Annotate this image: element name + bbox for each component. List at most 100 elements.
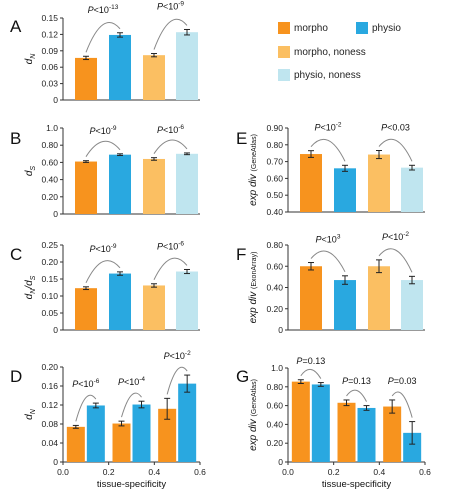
p-value-label: P=0.13 [296, 356, 325, 366]
x-tick-label: 0.2 [328, 467, 340, 477]
y-axis-label: exp div (ExonArray) [248, 252, 259, 324]
panel-letter: A [10, 17, 22, 36]
bar-physio [109, 273, 131, 330]
y-tick-label: 0.20 [266, 438, 283, 448]
p-value-label: P<0.03 [381, 123, 410, 133]
bar-morpho [112, 423, 131, 462]
y-tick-label: 0.20 [41, 257, 58, 267]
y-tick-label: 0.20 [41, 362, 58, 372]
bar-physio [334, 280, 356, 330]
y-tick-label: 0 [53, 457, 58, 467]
significance-bracket [121, 392, 142, 418]
y-tick-label: 0.20 [41, 192, 58, 202]
legend-item-physio: physio [356, 22, 401, 34]
y-tick-label: 0.80 [41, 140, 58, 150]
p-value-label: P<10-9 [89, 125, 116, 136]
legend-swatch-morpho-noness [278, 46, 290, 58]
bar-morpho-noness [368, 266, 390, 330]
y-axis-label: dN [24, 408, 37, 420]
x-tick-label: 0.4 [148, 467, 160, 477]
panel-c: C 0 0.05 0.10 0.15 0.20 0.25 dN/dS P<10-9 P<10-6 [10, 240, 200, 335]
panel-b: B 0 0.20 0.40 0.60 0.80 1.0 dS P<10-9 P<10-6 [10, 123, 200, 219]
significance-bracket [153, 18, 188, 50]
y-tick-label: 0.80 [266, 140, 283, 150]
bar-morpho-noness [143, 55, 165, 100]
y-tick-label: 0.05 [41, 308, 58, 318]
significance-bracket [153, 257, 188, 280]
bar-physio [311, 384, 330, 462]
y-tick-label: 0.50 [266, 190, 283, 200]
bar-physio [403, 432, 422, 462]
legend-swatch-physio [356, 22, 368, 34]
y-tick-label: 0.16 [41, 381, 58, 391]
y-tick-label: 0.40 [41, 175, 58, 185]
y-tick-label: 0.60 [266, 261, 283, 271]
significance-bracket [85, 140, 121, 157]
x-tick-label: 0.4 [373, 467, 385, 477]
y-tick-label: 0.40 [266, 207, 283, 217]
bar-morpho [75, 161, 97, 214]
y-axis-label: exp div (GeneAtlas) [248, 379, 259, 451]
panel-f: F 0 0.20 0.40 0.60 0.80 exp div (ExonArray) P<1… [236, 231, 425, 335]
y-tick-label: 0.04 [41, 438, 58, 448]
panel-a: A 0 0.03 0.06 0.09 0.12 0.15 dN P<10-13 P<10-9 [10, 0, 200, 105]
bar-morpho [300, 154, 322, 212]
bar-physio [334, 168, 356, 212]
bar-morpho [75, 57, 97, 100]
y-tick-label: 0.20 [266, 304, 283, 314]
bar-physio [86, 405, 105, 462]
p-value-label: P<10-9 [157, 0, 184, 11]
y-tick-label: 0.60 [266, 173, 283, 183]
y-tick-label: 0.09 [41, 46, 58, 56]
panel-e: E 0.40 0.50 0.60 0.70 0.80 0.90 exp div (GeneAt… [236, 122, 425, 217]
y-tick-label: 0.06 [41, 62, 58, 72]
y-axis-label: exp div (GeneAtlas) [248, 134, 259, 206]
p-value-label: P=0.13 [342, 376, 371, 386]
bar-morpho [158, 408, 177, 462]
bar-physio-noness [176, 153, 198, 214]
panel-letter: F [236, 245, 246, 264]
significance-bracket [153, 139, 188, 154]
y-tick-label: 0.15 [41, 13, 58, 23]
y-tick-label: 0 [278, 457, 283, 467]
y-tick-label: 0.90 [266, 123, 283, 133]
legend-label-physio: physio [372, 22, 401, 34]
bar-physio-noness [401, 167, 423, 212]
y-tick-label: 0.08 [41, 419, 58, 429]
bar-physio [178, 383, 197, 462]
x-axis-label: tissue-specificity [322, 479, 391, 490]
panel-letter: G [236, 367, 249, 386]
panel-d: D 0 0.04 0.08 0.12 0.16 0.20 dN P<10-6 P<10-4 P<10… [10, 350, 206, 490]
y-tick-label: 0.25 [41, 240, 58, 250]
y-tick-label: 0 [53, 325, 58, 335]
legend-label-morpho-noness: morpho, noness [294, 46, 366, 58]
y-tick-label: 0.60 [266, 401, 283, 411]
legend-label-morpho: morpho [294, 22, 328, 34]
y-axis-label: dN [24, 53, 37, 65]
panel-letter: E [236, 129, 247, 148]
y-tick-label: 0.40 [266, 283, 283, 293]
p-value-label: P<10-6 [72, 378, 99, 389]
y-axis-label: dN/dS [24, 275, 37, 299]
bar-morpho [337, 402, 356, 462]
bar-physio [132, 404, 151, 462]
bar-morpho [291, 381, 310, 462]
legend-item-morpho: morpho [278, 22, 328, 34]
y-tick-label: 0.10 [41, 291, 58, 301]
bar-morpho [300, 266, 322, 330]
significance-bracket [310, 138, 346, 162]
p-value-label: P<10-13 [88, 4, 119, 15]
p-value-label: P<10-4 [118, 376, 145, 387]
significance-bracket [75, 394, 97, 422]
legend-item-physio-noness: physio, noness [278, 69, 361, 81]
significance-bracket [378, 138, 413, 162]
p-value-label: P<103 [316, 234, 341, 245]
y-tick-label: 0.12 [41, 29, 58, 39]
x-tick-label: 0.0 [282, 467, 294, 477]
y-tick-label: 0.80 [266, 240, 283, 250]
y-tick-label: 1.0 [46, 123, 58, 133]
bar-physio-noness [401, 280, 423, 330]
p-value-label: P<10-6 [157, 240, 184, 251]
bar-morpho-noness [143, 285, 165, 330]
